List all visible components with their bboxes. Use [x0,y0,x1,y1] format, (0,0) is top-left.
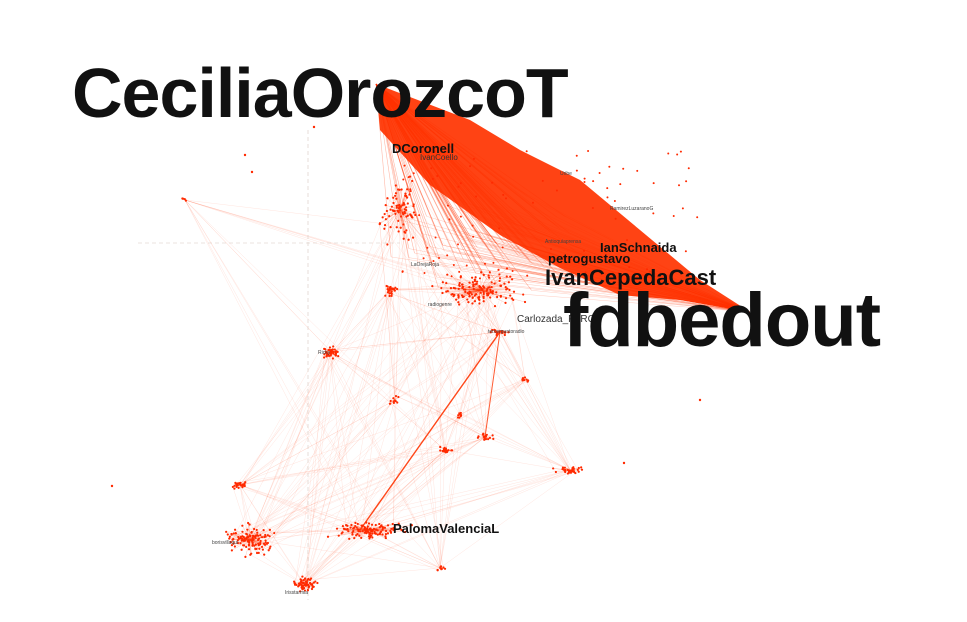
node-label-ricky: Ricky [318,350,331,356]
nodes [110,125,702,593]
node-label-antioquiaprensa: Antioquiaprensa [545,239,581,245]
node-label-dcoronell: DCoronell [392,141,454,156]
node-label-ianschnaida: IanSchnaida [600,240,677,255]
node-label-carlozada: Carlozada_FARC [517,314,595,325]
node-label-ivancepeda: IvanCepedaCast [545,265,717,290]
node-label-radiogenre: radiogenre [428,302,452,308]
node-label-petrogustavo: petrogustavo [548,251,630,266]
node-label-palomavalencia: PalomaValenciaL [393,521,499,536]
node-label-tercerpuntoradio: tercerpuntoradio [488,329,525,335]
node-label-ivancoello: IvanCoello [420,153,458,162]
edge-fans [375,83,751,313]
node-label-laorejaroja: LaOrejaRoja [411,262,439,268]
node-label-fdbedout: fdbedout [563,278,881,363]
node-label-ramirezluzarano: RamirezLuzaranoG [610,206,653,212]
node-label-uribe: Uribe [560,171,572,177]
node-label-ceciliaorozco: CeciliaOrozcoT [72,54,568,132]
node-label-borisvillaqui: borisvillaqui [212,540,238,546]
node-label-irisstarmia: Irisstarmia [285,590,308,596]
